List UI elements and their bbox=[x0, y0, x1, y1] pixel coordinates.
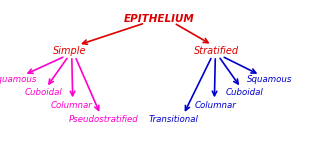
Text: EPITHELIUM: EPITHELIUM bbox=[124, 14, 195, 24]
Text: Cuboidal: Cuboidal bbox=[24, 88, 62, 97]
Text: Pseudostratified: Pseudostratified bbox=[69, 115, 138, 124]
Text: Simple: Simple bbox=[53, 46, 87, 56]
Text: Transitional: Transitional bbox=[149, 115, 199, 124]
Text: Stratified: Stratified bbox=[194, 46, 240, 56]
Text: Cuboidal: Cuboidal bbox=[225, 88, 263, 97]
Text: Columnar: Columnar bbox=[51, 101, 93, 109]
Text: Columnar: Columnar bbox=[195, 101, 236, 109]
Text: Squamous: Squamous bbox=[247, 75, 292, 84]
Text: Squamous: Squamous bbox=[0, 75, 37, 84]
